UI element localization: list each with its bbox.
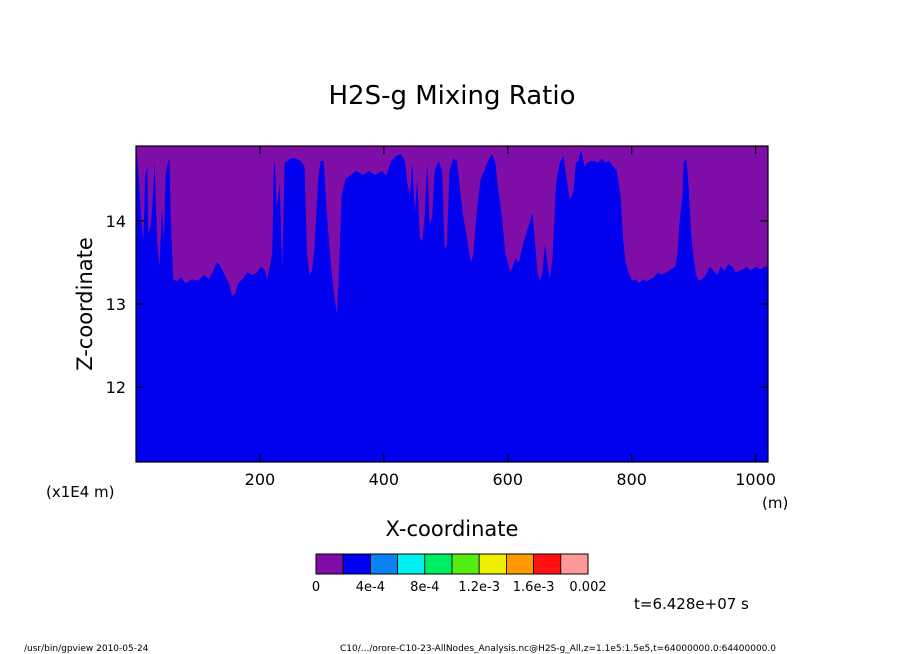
y-axis-ticks: 12 13 14 xyxy=(106,212,768,397)
colorbar-label: 0 xyxy=(312,580,320,595)
x-axis-label: X-coordinate xyxy=(386,517,519,541)
x-tick-label: 600 xyxy=(492,470,523,489)
colorbar-swatch xyxy=(397,553,426,575)
x-unit-label: (m) xyxy=(762,494,788,512)
plot-area: 200 400 600 800 1000 12 13 14 xyxy=(106,145,776,489)
mixing-ratio-boundary xyxy=(136,146,768,314)
x-tick-label: 1000 xyxy=(735,470,776,489)
colorbar-swatch xyxy=(478,553,507,575)
program-info: /usr/bin/gpview 2010-05-24 xyxy=(24,644,149,654)
y-scale-note: (x1E4 m) xyxy=(46,483,115,501)
colorbar-label: 1.6e-3 xyxy=(513,580,555,595)
colorbar-label: 8e-4 xyxy=(410,580,439,595)
colorbar-swatch xyxy=(315,553,344,575)
colorbar-swatch xyxy=(342,553,371,575)
x-tick-label: 800 xyxy=(616,470,647,489)
colorbar-swatch xyxy=(424,553,453,575)
colorbar-swatch xyxy=(369,553,398,575)
colorbar-label: 1.2e-3 xyxy=(458,580,500,595)
colorbar-swatch xyxy=(505,553,534,575)
colorbar xyxy=(315,553,589,575)
time-label: t=6.428e+07 s xyxy=(634,595,749,613)
x-tick-label: 400 xyxy=(369,470,400,489)
x-axis-ticks: 200 400 600 800 1000 xyxy=(245,146,776,489)
file-info: C10/.../orore-C10-23-AllNodes_Analysis.n… xyxy=(340,644,776,654)
chart-title: H2S-g Mixing Ratio xyxy=(328,81,575,111)
y-tick-label: 14 xyxy=(106,212,126,231)
y-axis-label: Z-coordinate xyxy=(73,237,97,371)
colorbar-swatch xyxy=(533,553,562,575)
colorbar-labels: 0 4e-4 8e-4 1.2e-3 1.6e-3 0.002 xyxy=(312,580,607,595)
colorbar-label: 0.002 xyxy=(569,580,606,595)
colorbar-swatch xyxy=(451,553,480,575)
y-tick-label: 12 xyxy=(106,378,126,397)
y-tick-label: 13 xyxy=(106,295,126,314)
colorbar-label: 4e-4 xyxy=(356,580,385,595)
colorbar-frame xyxy=(315,553,589,575)
x-tick-label: 200 xyxy=(245,470,276,489)
colorbar-swatch xyxy=(560,553,589,575)
